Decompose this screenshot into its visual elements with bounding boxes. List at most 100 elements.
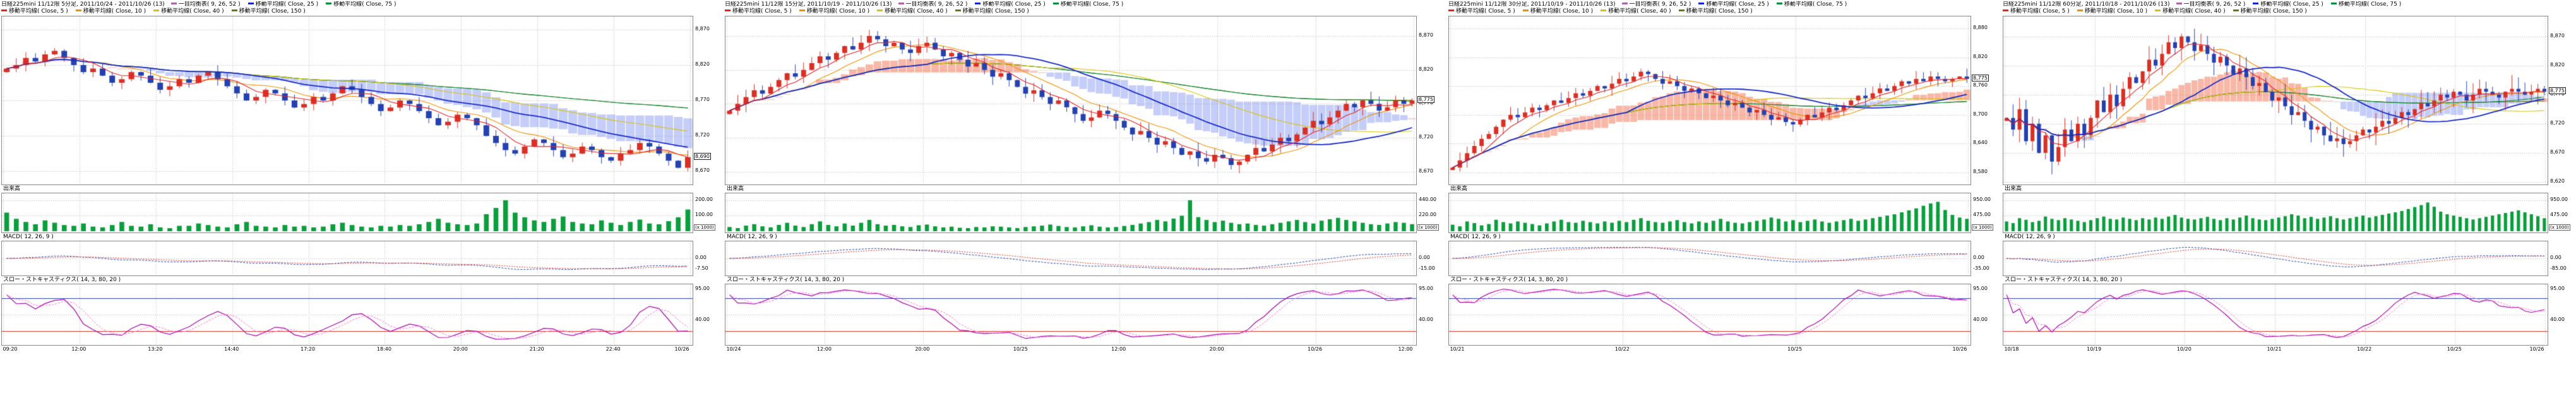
price-chart-canvas[interactable] — [1449, 16, 1971, 184]
legend-swatch — [2077, 9, 2083, 11]
legend-item: 移動平均線( Close, 5 ) — [2003, 8, 2070, 15]
time-label: 18:40 — [376, 346, 391, 352]
header-row: 移動平均線( Close, 5 ) 移動平均線( Close, 10 ) 移動平均線… — [725, 8, 1445, 15]
chart-pane: 95.00 40.00 — [1448, 284, 1999, 346]
legend-item: 一目均衡表( 9, 26, 52 ) — [170, 1, 241, 8]
legend-swatch — [2003, 9, 2008, 11]
price-tick-label: 8,640 — [1973, 140, 1988, 146]
header-row: 日経225mini 11/12限 60分足, 2011/10/18 - 2011… — [2003, 1, 2576, 8]
volume-chart-canvas[interactable] — [2, 193, 693, 233]
price-tick-label: 8,670 — [695, 167, 710, 174]
legend-swatch — [1, 9, 7, 11]
stoch-chart-canvas[interactable] — [1449, 284, 1971, 345]
time-label: 20:00 — [1209, 346, 1224, 352]
panel-header: 日経225mini 11/12限 60分足, 2011/10/18 - 2011… — [2003, 1, 2576, 16]
legend-swatch — [153, 9, 160, 11]
macd-chart-canvas[interactable] — [2, 241, 693, 275]
value-axis: 0.00 -85.00 — [2548, 241, 2576, 276]
header-row: 移動平均線( Close, 5 ) 移動平均線( Close, 10 ) 移動平均線… — [1, 8, 721, 15]
chart-title: 日経225mini 11/12限 30分足, 2011/10/19 - 2011… — [1448, 1, 1616, 8]
volume-tick-label: 950.00 — [1973, 196, 1991, 202]
legend-label: 移動平均線( Close, 10 ) — [806, 8, 870, 15]
time-label: 20:00 — [453, 346, 468, 352]
macd-chart-canvas[interactable] — [725, 241, 1416, 275]
stoch-tick-label: 95.00 — [2550, 286, 2565, 292]
time-label: 10/26 — [2529, 346, 2544, 352]
price-chart-canvas[interactable] — [725, 16, 1416, 184]
stoch-chart-canvas[interactable] — [2003, 284, 2548, 345]
time-label: 12:00 — [816, 346, 832, 352]
chart-panel: 日経225mini 11/12限 60分足, 2011/10/18 - 2011… — [2003, 1, 2576, 354]
legend-item: 移動平均線( Close, 40 ) — [1601, 8, 1671, 15]
legend-item: 移動平均線( Close, 150 ) — [1678, 8, 1753, 15]
volume-caption: 出来高 — [1448, 185, 1999, 193]
last-price-box: 8,775 — [1417, 96, 1434, 103]
chart-pane: 950.00 475.00 (x 1000) — [1448, 193, 1999, 233]
stoch-tick-label: 95.00 — [1419, 286, 1433, 292]
chart-panel: 日経225mini 11/12限 15分足, 2011/10/19 - 2011… — [725, 1, 1445, 354]
caption-label: 出来高 — [3, 186, 21, 192]
header-row: 移動平均線( Close, 5 ) 移動平均線( Close, 10 ) 移動平均線… — [1448, 8, 1999, 15]
header-row: 日経225mini 11/12限 5分足, 2011/10/24 - 2011/… — [1, 1, 721, 8]
plot-area — [2003, 284, 2548, 346]
macd-caption: MACD( 12, 26, 9 ) — [2003, 233, 2576, 241]
value-axis: 200.00 100.00 (x 1000) — [693, 193, 721, 233]
plot-area — [1448, 241, 1971, 276]
time-label: 10/25 — [2447, 346, 2462, 352]
price-tick-label: 8,720 — [2550, 119, 2565, 126]
macd-tick-label: 0.00 — [1419, 255, 1430, 260]
legend-swatch — [1678, 9, 1685, 11]
legend-item: 移動平均線( Close, 10 ) — [75, 8, 146, 15]
legend-item: 移動平均線( Close, 10 ) — [1522, 8, 1593, 15]
price-tick-label: 8,870 — [1419, 32, 1433, 38]
price-tick-label: 8,760 — [1973, 82, 1988, 88]
legend-item: 移動平均線( Close, 150 ) — [231, 8, 306, 15]
legend-label: 移動平均線( Close, 40 ) — [885, 8, 948, 15]
plot-area — [1, 241, 693, 276]
stoch-tick-label: 95.00 — [695, 286, 710, 292]
stoch-chart-canvas[interactable] — [2, 284, 693, 345]
time-label: 12:00 — [71, 346, 86, 352]
plot-area — [725, 193, 1417, 233]
volume-tick-label: 200.00 — [695, 196, 713, 202]
macd-tick-label: -7.50 — [695, 265, 708, 272]
legend-label: 移動平均線( Close, 25 ) — [982, 1, 1046, 8]
volume-chart-canvas[interactable] — [1449, 193, 1971, 233]
stoch-chart-canvas[interactable] — [725, 284, 1416, 345]
panel-header: 日経225mini 11/12限 15分足, 2011/10/19 - 2011… — [725, 1, 1445, 16]
legend-swatch — [799, 9, 805, 11]
time-axis: 09:20 12:00 13:20 14:40 17:20 18:40 20:00 21:20… — [1, 346, 693, 354]
price-tick-label: 8,770 — [695, 97, 710, 102]
caption-label: スロー・ストキャスティクス( 14, 3, 80, 20 ) — [1450, 277, 1568, 283]
price-chart-canvas[interactable] — [2, 16, 693, 184]
plot-area — [1448, 193, 1971, 233]
legend-item: 移動平均線( Close, 40 ) — [153, 8, 224, 15]
time-label: 12:00 — [1398, 346, 1413, 352]
legend-item: 移動平均線( Close, 5 ) — [1, 8, 68, 15]
volume-unit-label: (x 1000) — [694, 224, 715, 231]
plot-area — [725, 284, 1417, 346]
volume-chart-canvas[interactable] — [2003, 193, 2548, 233]
legend-swatch — [75, 9, 81, 11]
volume-tick-label: 220.00 — [1419, 212, 1436, 218]
panel-header: 日経225mini 11/12限 30分足, 2011/10/19 - 2011… — [1448, 1, 1999, 16]
legend-swatch — [170, 3, 177, 4]
legend-swatch — [898, 3, 904, 4]
caption-label: スロー・ストキャスティクス( 14, 3, 80, 20 ) — [727, 277, 845, 283]
header-row: 移動平均線( Close, 5 ) 移動平均線( Close, 10 ) 移動平均線… — [2003, 8, 2576, 15]
legend-swatch — [975, 3, 981, 4]
volume-tick-label: 950.00 — [2550, 196, 2568, 202]
volume-tick-label: 475.00 — [1973, 212, 1991, 218]
time-label: 21:20 — [529, 346, 544, 352]
legend-label: 移動平均線( Close, 150 ) — [2240, 8, 2307, 15]
macd-chart-canvas[interactable] — [1449, 241, 1971, 275]
header-row: 日経225mini 11/12限 15分足, 2011/10/19 - 2011… — [725, 1, 1445, 8]
stoch-caption: スロー・ストキャスティクス( 14, 3, 80, 20 ) — [725, 276, 1445, 284]
price-chart-canvas[interactable] — [2003, 16, 2548, 184]
volume-chart-canvas[interactable] — [725, 193, 1416, 233]
time-axis: 10/24 12:00 20:00 10/25 12:00 20:00 10/26 12:00 — [725, 346, 1417, 354]
time-label: 10/26 — [674, 346, 689, 352]
macd-chart-canvas[interactable] — [2003, 241, 2548, 275]
legend-swatch — [1052, 3, 1059, 4]
stoch-tick-label: 40.00 — [1973, 316, 1988, 322]
